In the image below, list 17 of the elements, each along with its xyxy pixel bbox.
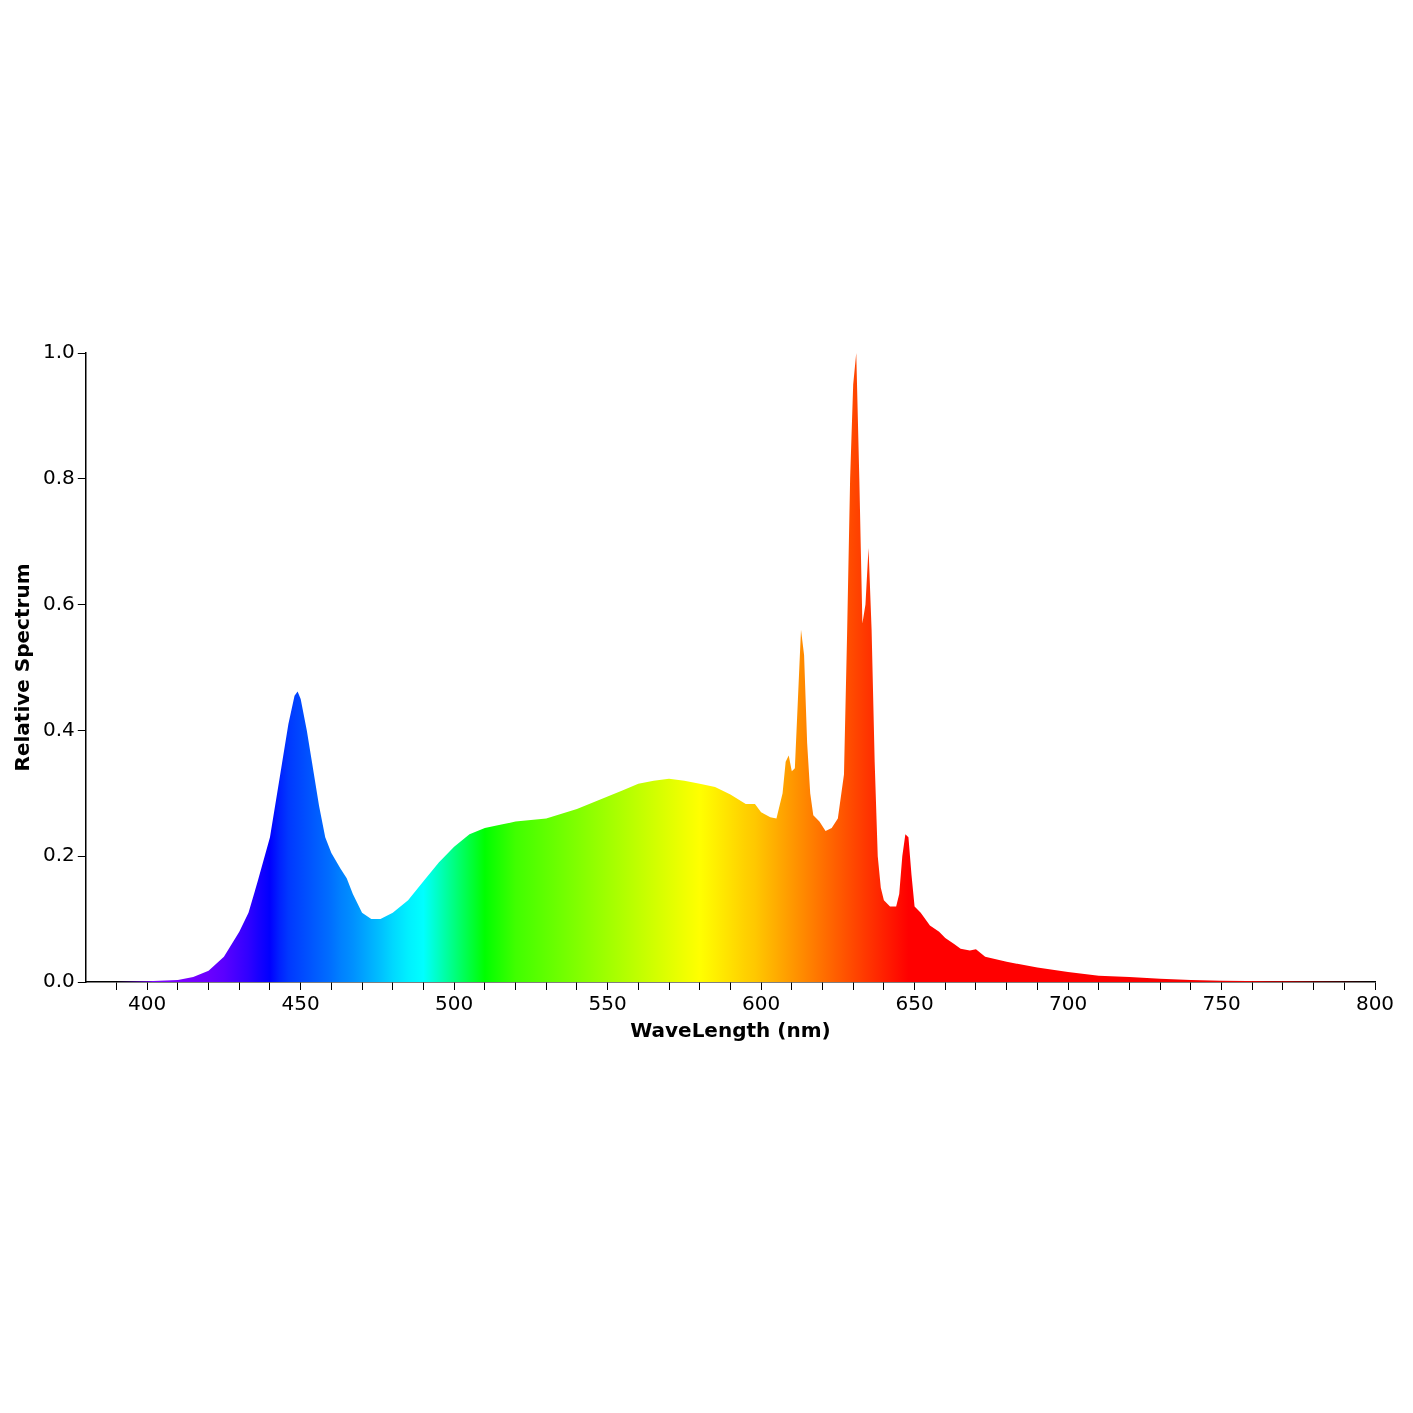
x-tick-label: 450 xyxy=(281,991,320,1016)
x-tick-label: 500 xyxy=(435,991,474,1016)
y-tick-label: 0.8 xyxy=(42,465,75,489)
y-tick-label: 0.2 xyxy=(42,842,75,867)
x-tick-label: 700 xyxy=(1048,991,1088,1016)
x-tick-label: 650 xyxy=(895,991,934,1016)
y-axis-title: Relative Spectrum xyxy=(10,563,35,772)
x-tick-label: 550 xyxy=(588,991,627,1016)
y-tick-label: 0.0 xyxy=(42,968,75,993)
y-tick-label: 0.6 xyxy=(42,590,75,615)
x-tick-label: 400 xyxy=(128,991,167,1016)
x-tick-label: 600 xyxy=(742,991,781,1016)
y-tick-label: 0.4 xyxy=(42,716,75,741)
x-tick-label: 800 xyxy=(1355,991,1395,1016)
y-tick-label: 1.0 xyxy=(42,339,75,364)
x-axis-title: WaveLength (nm) xyxy=(630,1018,831,1043)
x-tick-label: 750 xyxy=(1202,991,1241,1016)
